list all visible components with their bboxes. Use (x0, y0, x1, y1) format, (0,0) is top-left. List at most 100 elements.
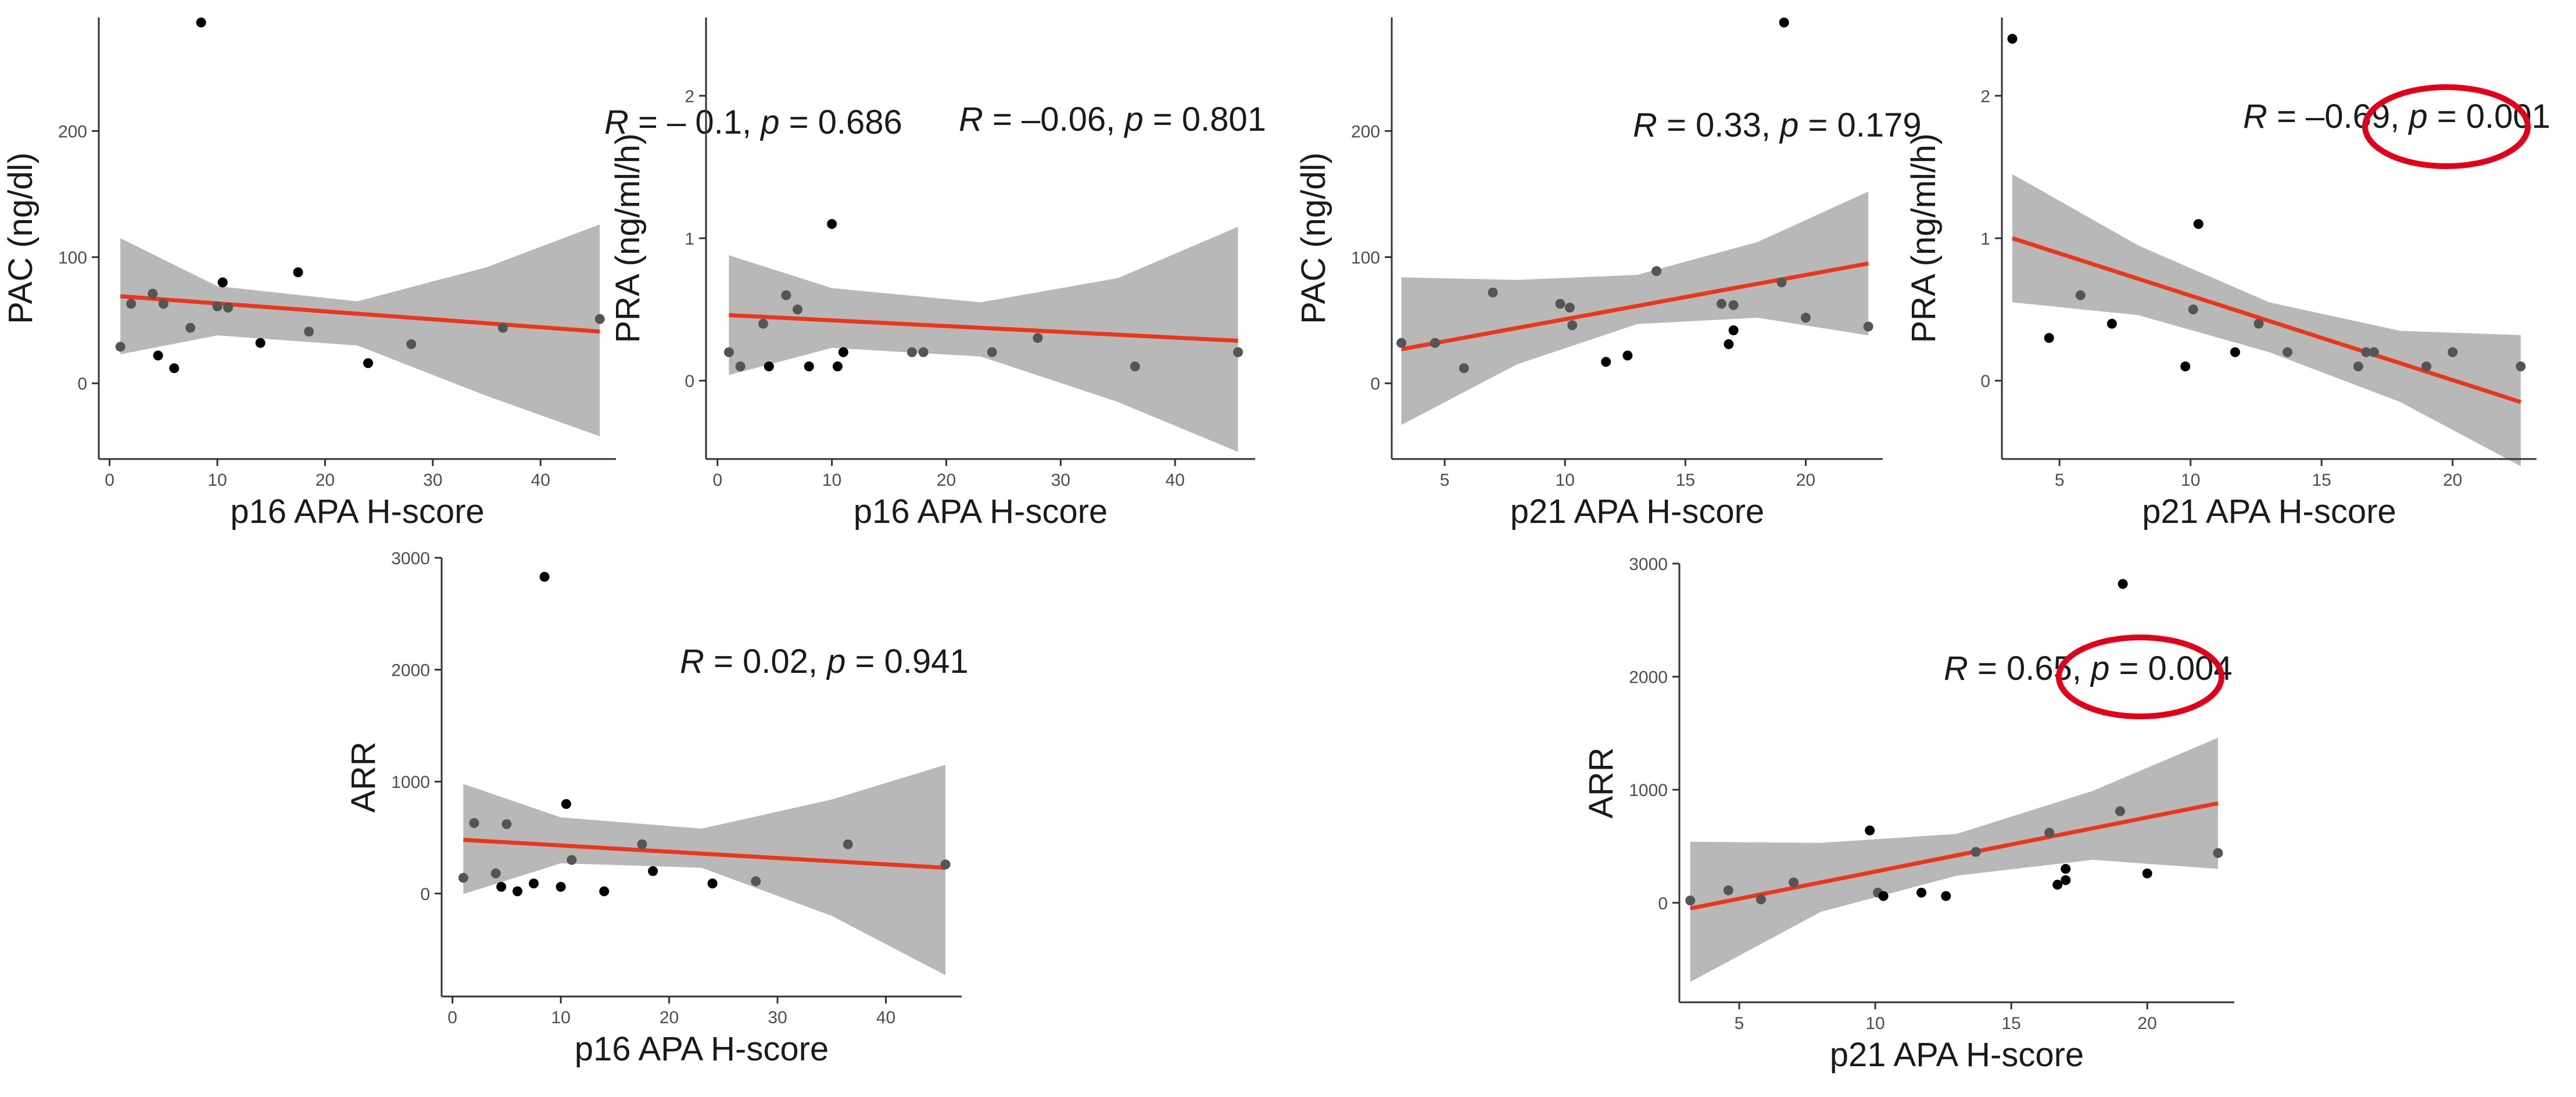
data-point (1555, 299, 1565, 309)
correlation-annotation: R = –0.06, p = 0.801 (959, 101, 1266, 138)
x-tick-label: 10 (2181, 471, 2200, 490)
data-point (458, 873, 468, 883)
data-point (1488, 287, 1498, 297)
correlation-annotation: R = 0.02, p = 0.941 (680, 643, 969, 680)
correlation-annotation: R = –0.69, p = 0.001 (2243, 98, 2550, 135)
x-axis-title: p16 APA H-score (575, 1030, 829, 1068)
data-point (2052, 880, 2063, 890)
x-tick-label: 10 (1865, 1014, 1884, 1033)
data-point (1565, 302, 1575, 313)
data-point (1130, 361, 1140, 372)
data-point (293, 267, 303, 278)
data-point (1685, 895, 1696, 906)
data-point (1941, 891, 1951, 901)
y-tick-label: 0 (1980, 372, 1990, 391)
data-point (1865, 825, 1875, 836)
panel-p16_arr: 0 10 20 30 40 0 1000 2000 3000 p16 APA H-score ARR… (345, 549, 969, 1068)
data-point (735, 361, 746, 372)
data-point (496, 881, 507, 892)
x-tick-label: 30 (1051, 471, 1070, 490)
y-tick-label: 3000 (391, 549, 430, 568)
data-point (217, 277, 228, 288)
x-tick-label: 15 (2312, 471, 2331, 490)
data-point (469, 818, 479, 828)
data-point (2188, 304, 2198, 315)
y-tick-label: 1000 (391, 773, 430, 792)
y-axis-title: PRA (ng/ml/h) (1905, 134, 1943, 343)
data-point (1396, 338, 1407, 348)
data-point (804, 361, 814, 372)
data-point (406, 339, 417, 349)
data-point (648, 866, 658, 876)
data-point (2421, 361, 2432, 372)
confidence-band (463, 765, 945, 976)
data-point (940, 859, 951, 870)
y-tick-label: 0 (1658, 894, 1668, 913)
data-point (1033, 333, 1043, 343)
y-axis-title: PRA (ng/ml/h) (609, 134, 647, 343)
data-point (1724, 339, 1734, 349)
x-tick-label: 30 (423, 471, 442, 490)
data-point (793, 304, 802, 315)
data-point (2044, 333, 2054, 343)
data-point (1567, 320, 1578, 331)
data-point (832, 361, 843, 372)
data-point (827, 219, 837, 229)
data-point (2115, 806, 2125, 816)
data-point (594, 314, 605, 324)
data-point (1801, 313, 1811, 323)
data-point (1728, 325, 1739, 335)
data-point (513, 886, 522, 897)
data-point (196, 17, 206, 28)
x-tick-label: 40 (876, 1008, 895, 1027)
y-tick-label: 100 (1351, 249, 1380, 268)
data-point (2369, 347, 2379, 357)
data-point (2213, 848, 2223, 858)
x-tick-label: 20 (937, 471, 956, 490)
data-point (2230, 347, 2240, 357)
data-point (843, 839, 853, 849)
correlation-annotation: R = – 0.1, p = 0.686 (604, 103, 902, 141)
data-point (707, 879, 718, 888)
regression-line (1400, 261, 1869, 352)
x-tick-label: 15 (2001, 1014, 2020, 1033)
data-point (2106, 318, 2117, 329)
data-point (987, 347, 997, 357)
data-point (1878, 891, 1889, 901)
y-axis-title: ARR (345, 741, 382, 812)
confidence-band (729, 227, 1238, 452)
data-point (2353, 361, 2363, 372)
regression-line (2011, 236, 2522, 404)
panel-p21_arr: 5 10 15 20 0 1000 2000 3000 p21 APA H-score ARR R … (1582, 555, 2234, 1074)
x-tick-label: 20 (2138, 1014, 2157, 1033)
data-point (2283, 347, 2293, 357)
data-point (1863, 321, 1873, 332)
x-tick-label: 10 (1556, 471, 1575, 490)
data-point (2044, 827, 2055, 838)
highlight-circle (2362, 84, 2531, 169)
data-point (158, 299, 169, 309)
x-axis-title: p16 APA H-score (854, 493, 1108, 530)
y-tick-label: 2 (685, 87, 694, 106)
x-tick-label: 5 (1440, 471, 1450, 490)
x-tick-label: 5 (1735, 1014, 1744, 1033)
y-tick-label: 1 (685, 230, 694, 249)
data-point (1916, 887, 1927, 898)
data-point (304, 327, 314, 337)
correlation-annotation: R = 0.33, p = 0.179 (1633, 106, 1922, 144)
data-point (1776, 277, 1787, 288)
data-point (2193, 219, 2204, 229)
data-point (838, 347, 848, 357)
data-point (1728, 300, 1739, 310)
data-point (363, 358, 373, 368)
x-tick-label: 20 (660, 1008, 679, 1027)
regression-line (1690, 801, 2219, 910)
data-point (126, 299, 137, 309)
data-point (764, 361, 774, 372)
data-point (2180, 361, 2191, 372)
panel-p21_pra: 5 10 15 20 0 1 2 p21 APA H-score PRA (ng/ml/h) R … (1905, 17, 2550, 530)
y-tick-label: 200 (1351, 122, 1380, 141)
y-tick-label: 2000 (1629, 668, 1668, 687)
